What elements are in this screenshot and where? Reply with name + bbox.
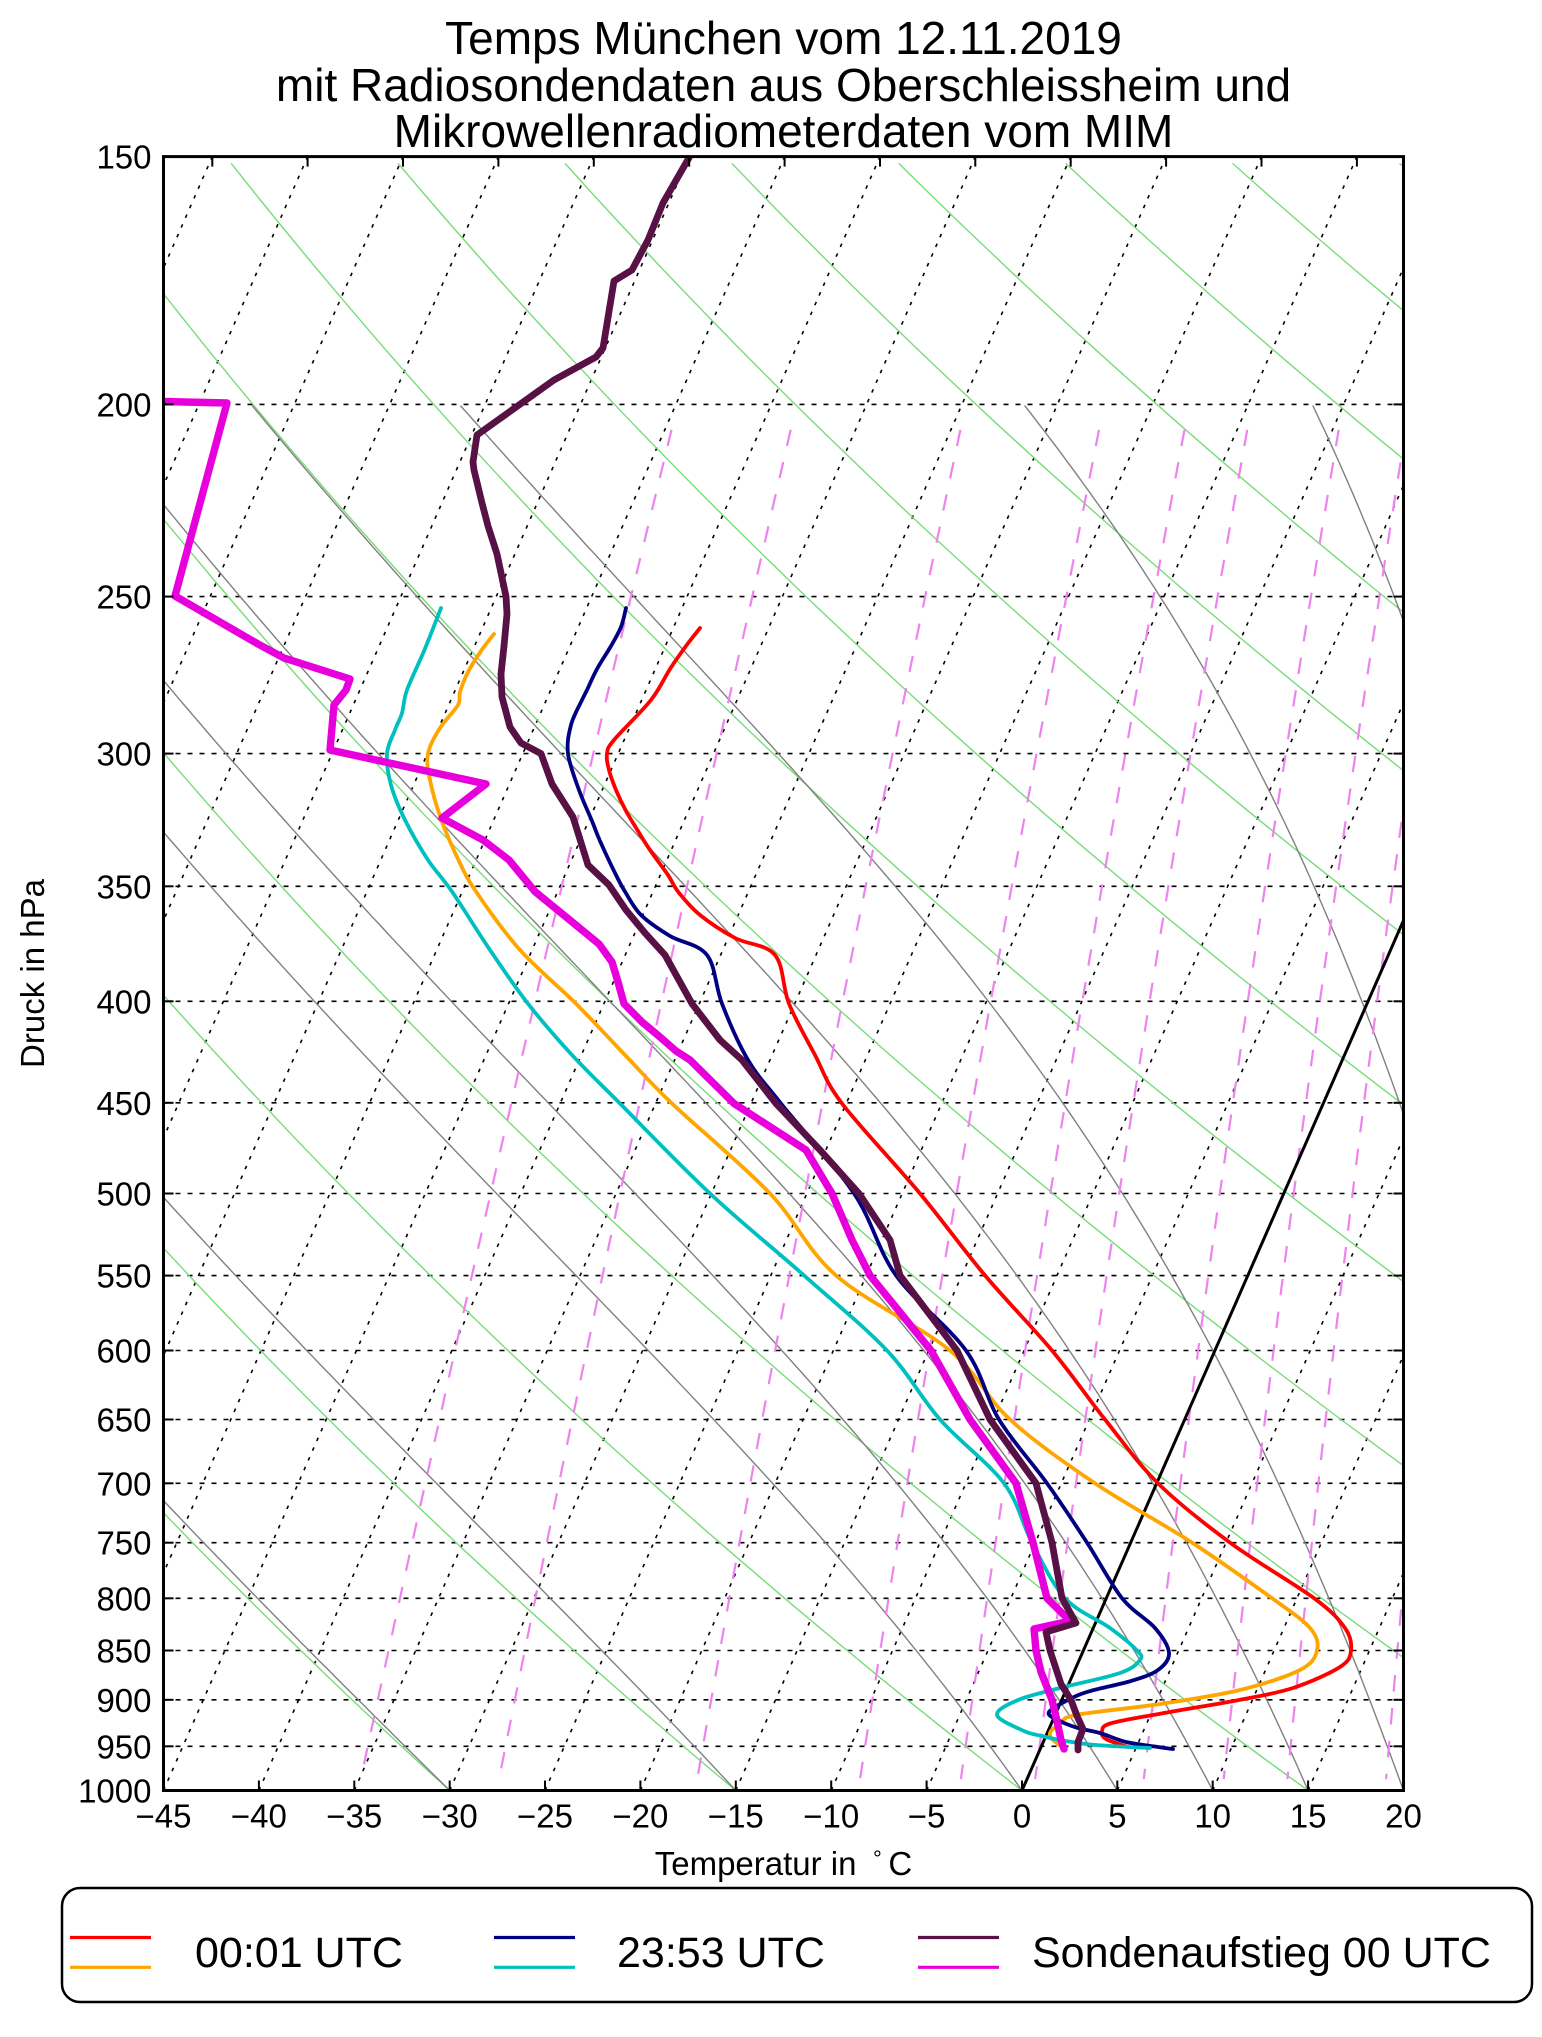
svg-text:20: 20 (1385, 1798, 1422, 1835)
svg-text:800: 800 (96, 1580, 151, 1617)
svg-text:350: 350 (96, 868, 151, 905)
svg-text:650: 650 (96, 1402, 151, 1439)
svg-text:250: 250 (96, 579, 151, 616)
svg-text:Mikrowellenradiometerdaten vom: Mikrowellenradiometerdaten vom MIM (394, 105, 1174, 157)
svg-text:Sondenaufstieg 00 UTC: Sondenaufstieg 00 UTC (1032, 1929, 1491, 1977)
svg-text:−25: −25 (517, 1798, 573, 1835)
svg-text:−15: −15 (708, 1798, 764, 1835)
svg-text:−40: −40 (231, 1798, 287, 1835)
svg-text:200: 200 (96, 386, 151, 423)
svg-text:450: 450 (96, 1085, 151, 1122)
svg-text:300: 300 (96, 736, 151, 773)
svg-text:Druck in hPa: Druck in hPa (14, 878, 51, 1068)
svg-text:−5: −5 (908, 1798, 946, 1835)
svg-text:400: 400 (96, 983, 151, 1020)
svg-text:Temps München vom 12.11.2019: Temps München vom 12.11.2019 (445, 12, 1122, 64)
svg-text:−35: −35 (326, 1798, 382, 1835)
svg-text:−45: −45 (136, 1798, 192, 1835)
svg-text:600: 600 (96, 1333, 151, 1370)
svg-text:−10: −10 (803, 1798, 859, 1835)
svg-text:750: 750 (96, 1525, 151, 1562)
svg-text:23:53 UTC: 23:53 UTC (617, 1929, 825, 1977)
svg-text:00:01 UTC: 00:01 UTC (195, 1929, 403, 1977)
svg-text:850: 850 (96, 1633, 151, 1670)
svg-text:550: 550 (96, 1258, 151, 1295)
svg-text:150: 150 (96, 139, 151, 176)
svg-text:950: 950 (96, 1728, 151, 1765)
svg-text:900: 900 (96, 1682, 151, 1719)
svg-text:5: 5 (1108, 1798, 1126, 1835)
svg-text:−20: −20 (612, 1798, 668, 1835)
svg-text:0: 0 (1013, 1798, 1031, 1835)
svg-text:−30: −30 (422, 1798, 478, 1835)
svg-text:500: 500 (96, 1176, 151, 1213)
svg-text:mit Radiosondendaten aus Obers: mit Radiosondendaten aus Oberschleisshei… (276, 59, 1291, 111)
svg-text:10: 10 (1194, 1798, 1231, 1835)
svg-text:700: 700 (96, 1465, 151, 1502)
svg-text:15: 15 (1290, 1798, 1327, 1835)
